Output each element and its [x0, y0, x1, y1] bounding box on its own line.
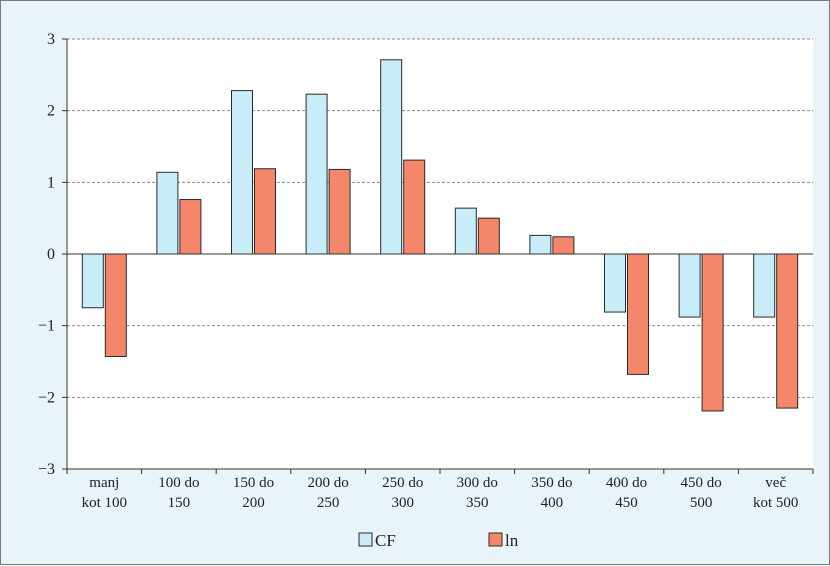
x-category-label: 350 do: [531, 475, 572, 491]
x-category-label: 500: [690, 495, 713, 511]
legend-label-ln: ln: [505, 531, 519, 550]
bar-ln-8: [701, 253, 724, 412]
bar-ln-2: [254, 168, 276, 255]
bar-ln-4: [403, 159, 426, 255]
x-category-labels: manj kot 100 100 do 150 150 do 200 200 do 250 25…: [82, 475, 799, 511]
legend: CF ln: [358, 531, 519, 550]
bar-CF-7: [604, 253, 626, 313]
bar-ln-7: [627, 253, 649, 375]
bar-CF-9: [753, 253, 776, 318]
y-tick-label: −1: [38, 318, 55, 335]
bar-CF-3: [305, 93, 328, 255]
bars: [81, 59, 799, 412]
bar-ln-6: [552, 236, 575, 255]
x-category-label: manj: [89, 475, 119, 491]
bar-CF-6: [529, 234, 552, 255]
x-category-label: 100 do: [158, 475, 199, 491]
x-category-label: 300: [391, 495, 414, 511]
x-category-label: 250: [317, 495, 340, 511]
bar-ln-9: [776, 253, 799, 409]
y-tick-label: 1: [47, 174, 55, 191]
x-category-label: 450 do: [680, 475, 721, 491]
x-category-label: 350: [466, 495, 489, 511]
x-category-label: 150: [168, 495, 191, 511]
legend-swatch-ln: [488, 532, 503, 547]
x-category-label: 150 do: [233, 475, 274, 491]
grid-lines: [67, 38, 813, 398]
x-category-label: 400: [541, 495, 564, 511]
x-category-label: 250 do: [382, 475, 423, 491]
bar-CF-8: [678, 253, 701, 318]
x-category-label: več: [765, 475, 786, 491]
x-category-label: 400 do: [606, 475, 647, 491]
x-category-label: 300 do: [457, 475, 498, 491]
bar-ln-1: [179, 199, 202, 255]
bar-ln-0: [104, 253, 127, 357]
y-tick-label: −3: [38, 461, 55, 478]
axes: [62, 38, 814, 474]
y-tick-labels: 3 2 1 0 −1 −2 −3: [38, 31, 55, 478]
x-category-label: kot 500: [753, 495, 798, 511]
x-category-label: kot 100: [82, 495, 127, 511]
bar-ln-5: [477, 217, 500, 255]
x-category-label: 450: [615, 495, 638, 511]
bar-CF-1: [156, 171, 179, 255]
bar-CF-5: [454, 207, 477, 255]
x-category-label: 200 do: [307, 475, 348, 491]
x-category-label: 200: [242, 495, 265, 511]
y-tick-label: −2: [38, 389, 55, 406]
bar-CF-2: [231, 90, 253, 255]
legend-label-CF: CF: [375, 531, 396, 550]
bar-CF-0: [81, 253, 104, 309]
y-tick-label: 2: [47, 103, 55, 120]
y-tick-label: 3: [47, 31, 55, 48]
bar-ln-3: [328, 168, 351, 255]
legend-swatch-CF: [358, 532, 373, 547]
bar-CF-4: [380, 59, 403, 255]
y-tick-label: 0: [47, 246, 55, 263]
